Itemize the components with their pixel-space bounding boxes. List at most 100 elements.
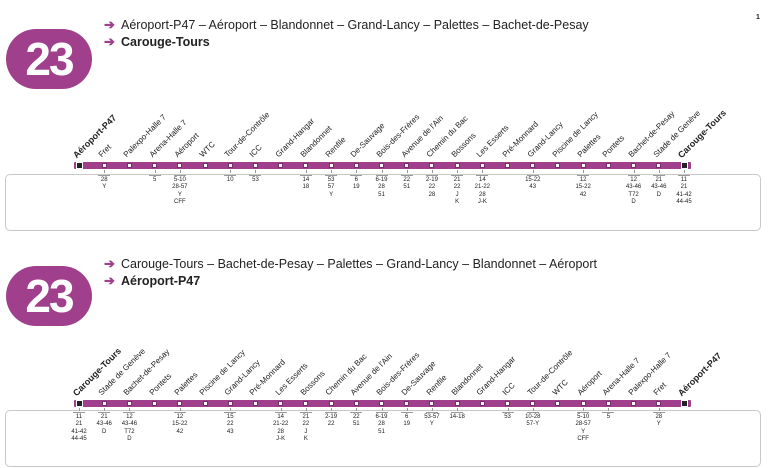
connection-underline xyxy=(274,412,287,413)
stop-name: Palettes xyxy=(575,132,603,159)
connection-tick xyxy=(532,408,534,411)
connection-tick xyxy=(305,408,307,411)
connection-underline xyxy=(451,175,464,176)
connections-box xyxy=(5,174,761,231)
connection-tick xyxy=(457,408,459,411)
page-number: 1 xyxy=(756,14,760,21)
connection-tick xyxy=(583,408,585,411)
direction-section: 23 ➔ Aéroport-P47 – Aéroport – Blandonne… xyxy=(0,0,768,231)
terminus-marker xyxy=(680,400,688,407)
destination-row: ➔ Aéroport-P47 xyxy=(104,273,200,289)
connection-underline xyxy=(526,175,539,176)
stop-name: Palexpo-Halle 7 xyxy=(122,112,169,159)
destination-label: Carouge-Tours xyxy=(121,35,210,49)
connection-lines: 53-57 Y xyxy=(424,414,440,428)
stop-marker xyxy=(505,163,511,168)
stop-marker xyxy=(631,163,637,168)
arrow-right-icon: ➔ xyxy=(104,256,115,271)
connection-tick xyxy=(658,170,660,173)
connection-tick xyxy=(179,170,181,173)
connection-underline xyxy=(652,175,665,176)
connection-tick xyxy=(154,170,156,173)
arrow-right-icon: ➔ xyxy=(104,34,115,49)
connection-lines: 6 19 xyxy=(352,177,360,191)
connection-lines: 28 Y xyxy=(655,414,663,428)
connection-underline xyxy=(350,412,363,413)
stop-marker xyxy=(656,401,662,406)
connection-lines: 14 21-22 28 J-K xyxy=(272,414,289,442)
connection-tick xyxy=(684,170,685,173)
connection-underline xyxy=(577,175,590,176)
connection-tick xyxy=(356,408,358,411)
connection-tick xyxy=(507,408,509,411)
connection-lines: 14-18 xyxy=(449,414,465,420)
connection-lines: 6-19 28 51 xyxy=(375,414,388,435)
stop-marker xyxy=(202,401,208,406)
connection-tick xyxy=(79,408,80,411)
stop-marker xyxy=(580,163,586,168)
stop-name: ICC xyxy=(500,380,517,397)
connection-lines: 12 43-46 T72 D xyxy=(121,414,138,442)
line-number-badge: 23 xyxy=(6,266,92,326)
connection-lines: 14 18 xyxy=(302,177,310,191)
connection-tick xyxy=(230,408,232,411)
connection-lines: 5-10 28-57 Y CFF xyxy=(575,414,591,442)
connection-underline xyxy=(173,412,186,413)
connection-tick xyxy=(129,408,131,411)
connection-lines: 5 xyxy=(606,414,611,420)
stop-marker xyxy=(202,163,208,168)
stop-marker xyxy=(278,163,284,168)
route-row: ➔ Carouge-Tours – Bachet-de-Pesay – Pale… xyxy=(104,256,597,272)
stop-marker xyxy=(328,163,334,168)
stop-marker xyxy=(303,163,309,168)
stop-marker xyxy=(227,163,233,168)
connections-box xyxy=(5,410,761,467)
connection-tick xyxy=(280,408,282,411)
connection-tick xyxy=(658,408,660,411)
route-description: Aéroport-P47 – Aéroport – Blandonnet – G… xyxy=(121,18,589,32)
connection-underline xyxy=(400,412,413,413)
connection-lines: 22 51 xyxy=(403,177,411,191)
connection-underline xyxy=(627,175,640,176)
terminus-marker xyxy=(680,162,688,169)
connection-lines: 22 51 xyxy=(352,414,360,428)
stop-marker xyxy=(429,401,435,406)
stops-container: Carouge-Tours 11 21 41-42 44-45 Stade de G… xyxy=(0,238,768,468)
stop-name: Chemin du Bac xyxy=(323,351,369,397)
connection-lines: 53 xyxy=(252,177,259,183)
stop-marker xyxy=(479,401,485,406)
connection-tick xyxy=(255,170,257,173)
stop-name: Aéroport-P47 xyxy=(70,112,119,160)
connection-underline xyxy=(501,412,514,413)
stop-name: Fret xyxy=(651,380,668,397)
connection-underline xyxy=(375,412,388,413)
arrow-right-icon: ➔ xyxy=(104,17,115,32)
connection-underline xyxy=(451,412,464,413)
stop-marker xyxy=(580,401,586,406)
stop-name: Bois-des-Frères xyxy=(374,112,421,159)
connection-tick xyxy=(104,170,106,173)
stop-name: Aéroport-P47 xyxy=(675,350,724,398)
stop-name: Renfile xyxy=(323,135,348,159)
connection-tick xyxy=(331,170,333,173)
connection-tick xyxy=(457,170,459,173)
stop-name: WTC xyxy=(550,377,570,397)
stop-marker xyxy=(505,401,511,406)
stop-name: ICC xyxy=(248,142,265,159)
stop-marker xyxy=(101,163,107,168)
connection-underline xyxy=(98,412,111,413)
connection-lines: 12 15-22 42 xyxy=(172,414,188,435)
stop-marker xyxy=(328,401,334,406)
stop-marker xyxy=(605,163,611,168)
connection-lines: 2-19 22 28 xyxy=(425,177,438,198)
connection-lines: 12 43-46 T72 D xyxy=(625,177,642,205)
stop-name: Fret xyxy=(96,142,114,159)
stop-marker xyxy=(252,401,258,406)
connection-lines: 6-19 28 51 xyxy=(375,177,388,198)
stop-marker xyxy=(404,163,410,168)
stop-marker xyxy=(454,401,460,406)
connection-tick xyxy=(305,170,307,173)
stop-marker xyxy=(631,401,637,406)
stop-marker xyxy=(479,163,485,168)
connection-underline xyxy=(224,412,237,413)
